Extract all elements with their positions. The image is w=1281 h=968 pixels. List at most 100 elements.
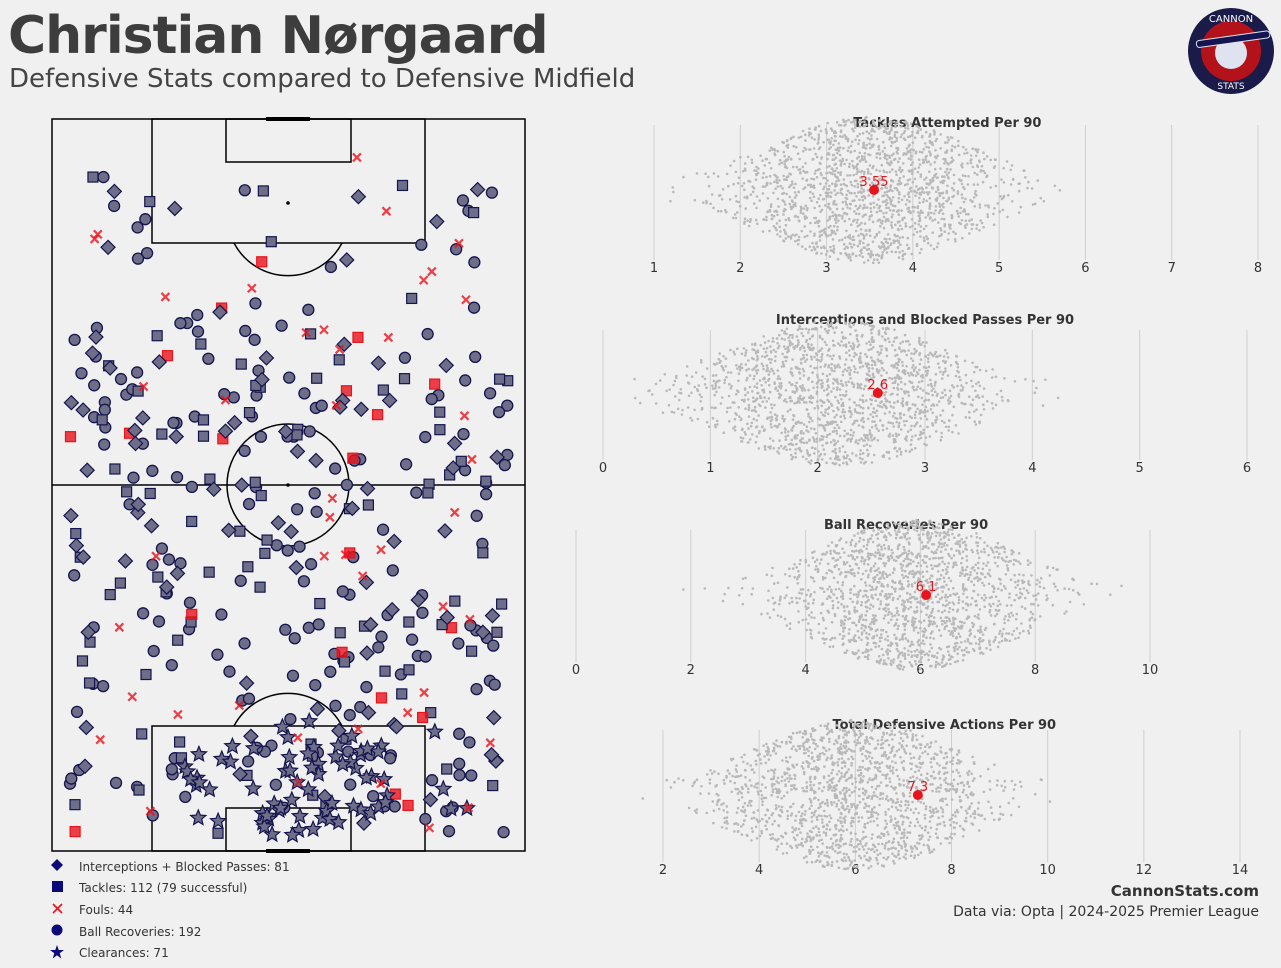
tackle-marker bbox=[204, 473, 216, 485]
swarm-dot bbox=[829, 245, 832, 249]
recovery-marker bbox=[324, 260, 338, 274]
swarm-dot bbox=[889, 121, 893, 125]
swarm-dot bbox=[944, 593, 948, 597]
interception-marker bbox=[384, 601, 400, 618]
swarm-dot bbox=[947, 171, 951, 174]
swarm-dot bbox=[925, 145, 928, 149]
swarm-dot bbox=[769, 345, 772, 348]
swarm-dot bbox=[848, 162, 851, 166]
swarm-dot bbox=[848, 191, 852, 195]
swarm-dot bbox=[685, 374, 688, 377]
foul-marker bbox=[438, 601, 448, 612]
swarm-dot bbox=[899, 416, 902, 420]
swarm-dot bbox=[840, 420, 843, 424]
swarm-dot bbox=[859, 405, 863, 409]
foul-marker bbox=[331, 400, 342, 411]
swarm-dot bbox=[772, 608, 776, 611]
foul-marker bbox=[381, 206, 392, 216]
swarm-dot bbox=[863, 629, 866, 632]
swarm-dot bbox=[763, 355, 767, 359]
clearance-marker bbox=[189, 744, 208, 763]
swarm-dot bbox=[903, 216, 906, 220]
swarm-dot bbox=[831, 326, 835, 329]
swarm-dot bbox=[858, 254, 861, 257]
swarm-dot bbox=[717, 386, 721, 389]
swarm-dot bbox=[870, 585, 874, 589]
swarm-dot bbox=[938, 234, 941, 238]
swarm-dot bbox=[745, 368, 748, 372]
swarm-dot bbox=[831, 449, 835, 453]
swarm-dot bbox=[903, 183, 907, 187]
swarm-dot bbox=[917, 395, 920, 399]
swarm-dot bbox=[866, 563, 870, 566]
swarm-dot bbox=[942, 576, 946, 580]
swarm-dot bbox=[970, 227, 974, 231]
swarm-dot bbox=[871, 120, 875, 123]
swarm-dot bbox=[962, 402, 966, 406]
swarm-dot bbox=[778, 158, 782, 162]
swarm-dot bbox=[852, 636, 856, 639]
swarm-dot bbox=[947, 653, 951, 657]
swarm-dot bbox=[946, 544, 949, 547]
swarm-dot bbox=[915, 522, 918, 525]
swarm-dot bbox=[1011, 633, 1014, 636]
swarm-dot bbox=[816, 221, 820, 225]
swarm-dot bbox=[896, 664, 899, 668]
swarm-dot bbox=[843, 124, 846, 127]
swarm-dot bbox=[820, 246, 823, 249]
swarm-dot bbox=[811, 158, 814, 161]
swarm-dot bbox=[947, 163, 950, 166]
swarm-dot bbox=[895, 420, 898, 424]
swarm-dot bbox=[781, 352, 784, 356]
swarm-dot bbox=[928, 520, 931, 523]
swarm-dot bbox=[820, 404, 823, 408]
swarm-dot bbox=[755, 172, 758, 176]
swarm-dot bbox=[844, 574, 848, 578]
swarm-dot bbox=[896, 188, 899, 192]
swarm-dot bbox=[843, 162, 846, 166]
swarm-dot bbox=[859, 352, 862, 355]
swarm-dot bbox=[945, 200, 949, 203]
swarm-dot bbox=[803, 225, 807, 228]
swarm-dot bbox=[824, 182, 828, 185]
recovery-marker bbox=[174, 317, 187, 330]
swarm-dot bbox=[872, 407, 876, 410]
swarm-dot bbox=[719, 209, 723, 213]
swarm-dot bbox=[741, 427, 744, 431]
swarm-dot bbox=[958, 645, 961, 649]
swarm-dot bbox=[977, 380, 980, 384]
swarm-dot bbox=[939, 133, 942, 136]
swarm-dot bbox=[875, 125, 878, 129]
swarm-dot bbox=[975, 223, 979, 227]
swarm-dot bbox=[777, 446, 781, 450]
swarm-dot bbox=[774, 355, 777, 358]
swarm-dot bbox=[942, 544, 946, 547]
tackle-marker bbox=[195, 338, 207, 350]
swarm-dot bbox=[821, 576, 825, 579]
swarm-dot bbox=[910, 663, 913, 667]
swarm-dot bbox=[949, 223, 952, 227]
swarm-dot bbox=[908, 380, 911, 383]
swarm-dot bbox=[862, 172, 866, 176]
interception-marker bbox=[362, 616, 379, 633]
swarm-dot bbox=[945, 167, 949, 171]
swarm-dot bbox=[776, 233, 779, 236]
swarm-dot bbox=[888, 138, 891, 141]
swarm-dot bbox=[948, 396, 951, 400]
recovery-marker bbox=[234, 574, 247, 587]
swarm-dot bbox=[993, 158, 997, 161]
swarm-dot bbox=[883, 564, 886, 568]
swarm-dot bbox=[735, 200, 738, 203]
swarm-dot bbox=[956, 384, 959, 388]
swarm-dot bbox=[864, 399, 868, 402]
swarm-dot bbox=[918, 216, 922, 220]
swarm-dot bbox=[856, 595, 859, 599]
swarm-dot bbox=[937, 211, 941, 215]
recovery-marker bbox=[452, 637, 465, 650]
swarm-dot bbox=[831, 606, 835, 610]
swarm-dot bbox=[810, 358, 813, 361]
swarm-dot bbox=[849, 202, 852, 206]
swarm-dot bbox=[763, 164, 767, 167]
swarm-dot bbox=[813, 128, 817, 131]
top-six-yard-box bbox=[225, 118, 352, 163]
